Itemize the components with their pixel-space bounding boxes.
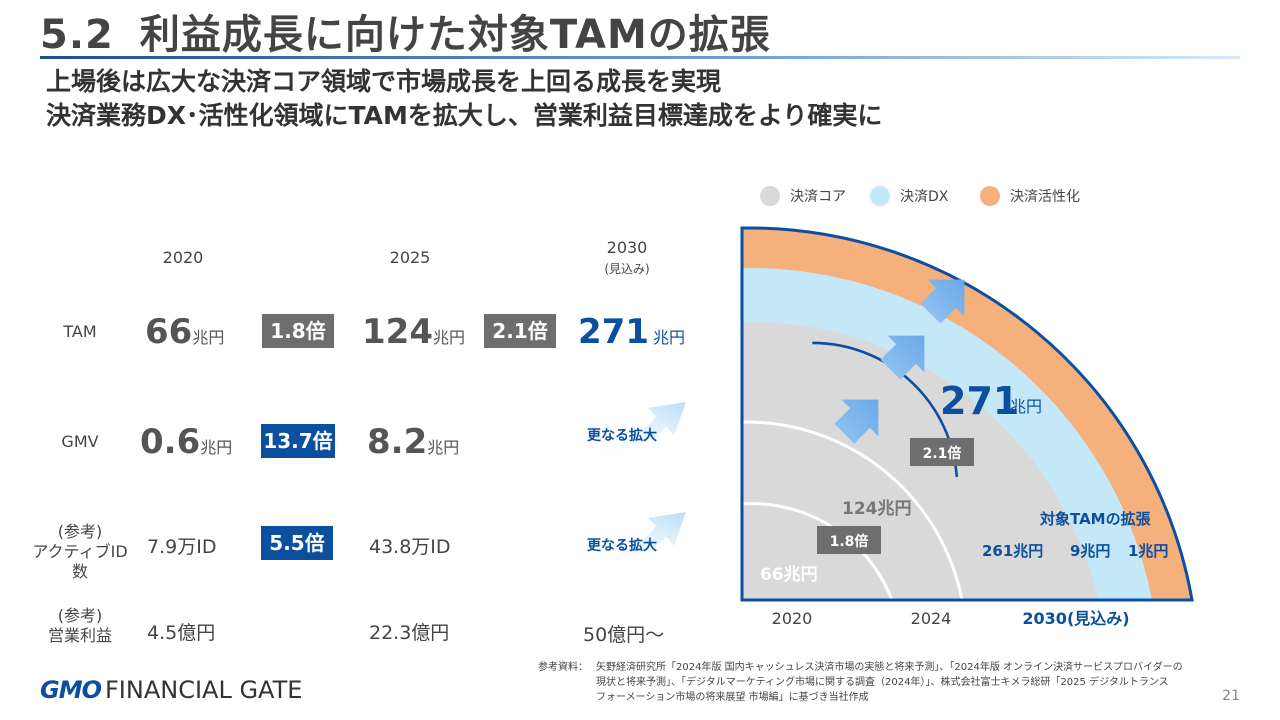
company-logo: GMO FINANCIAL GATE: [40, 676, 303, 704]
legend-dx-swatch: [870, 186, 890, 206]
year-header-2030: 2030: [606, 238, 648, 257]
subtitle-line-2: 決済業務DX･活性化領域にTAMを拡大し、営業利益目標達成をより確実に: [46, 101, 883, 130]
expansion-label: 対象TAMの拡張: [1039, 510, 1152, 528]
subtitle-line-1: 上場後は広大な決済コア領域で市場成長を上回る成長を実現: [46, 67, 722, 96]
active-ids-expansion-arrow: [566, 512, 686, 566]
total-2030-unit: 兆円: [1010, 397, 1042, 416]
reference-line-1: 矢野経済研究所「2024年版 国内キャッシュレス決済市場の実態と将来予測」、「2…: [596, 662, 1183, 673]
title-text: 利益成長に向けた対象TAMの拡張: [139, 12, 771, 58]
breakdown-dx: 9兆円: [1070, 542, 1110, 560]
gmv-multiplier: 13.7倍: [261, 424, 335, 458]
gmv-expansion-arrow: [566, 402, 686, 456]
active-ids-more-expansion: 更なる拡大: [587, 538, 657, 554]
legend-activation: 決済活性化: [980, 186, 1080, 206]
arrow-icon: [834, 399, 879, 444]
gmv-2020-value: 0.6兆円: [140, 422, 233, 462]
active-ids-multiplier: 5.5倍: [261, 526, 333, 560]
outer-frame: [740, 226, 1194, 602]
gmv-more-expansion: 更なる拡大: [587, 428, 657, 444]
multiplier-1-text: 1.8倍: [830, 533, 869, 550]
tam-multiplier-1: 1.8倍: [262, 314, 334, 348]
xaxis-2024: 2024: [911, 609, 952, 628]
profit-2020-value: 4.5億円: [147, 622, 216, 644]
active-ids-2025-value: 43.8万ID: [369, 536, 451, 558]
legend-dx: 決済DX: [870, 186, 948, 206]
xaxis-2020: 2020: [772, 609, 813, 628]
multiplier-2-text: 2.1倍: [923, 445, 962, 462]
active-ids-2020-value: 7.9万ID: [147, 536, 217, 558]
arrow-icon: [880, 335, 925, 380]
legend-activation-swatch: [980, 186, 1000, 206]
year-header-2030-note: (見込み): [604, 262, 650, 276]
page-title: 5.2 利益成長に向けた対象TAMの拡張: [40, 2, 771, 60]
row-label-gmv: GMV: [61, 432, 99, 451]
year-header-2020: 2020: [162, 248, 204, 267]
tam-2025-value: 124兆円: [362, 312, 465, 352]
legend-core-swatch: [760, 186, 780, 206]
label-2024-total: 124兆円: [842, 499, 912, 519]
total-2030-number: 271: [940, 379, 1019, 423]
gmv-2025-value: 8.2兆円: [367, 422, 460, 462]
profit-2025-value: 22.3億円: [369, 622, 450, 644]
multiplier-badge-2: [910, 438, 974, 466]
legend-core: 決済コア: [760, 186, 846, 206]
arrow-icon: [920, 279, 965, 324]
row-label-tam: TAM: [63, 322, 97, 341]
profit-2030-value: 50億円～: [583, 624, 665, 646]
title-underline: [40, 56, 1240, 59]
tam-2020-value: 66兆円: [145, 312, 225, 352]
reference-label: 参考資料：: [538, 662, 588, 673]
reference-line-3: フォーメーション市場の将来展望 市場編」に基づき当社作成: [596, 692, 869, 703]
row-label-active-ids: (参考) アクティブID数: [32, 522, 128, 581]
breakdown-core: 261兆円: [982, 542, 1043, 560]
section-number: 5.2: [40, 12, 114, 58]
tam-multiplier-2: 2.1倍: [484, 314, 556, 348]
breakdown-activation: 1兆円: [1128, 542, 1168, 560]
reference-line-2: 現状と将来予測」、「デジタルマーケティング市場に関する調査（2024年）」、株式…: [596, 677, 1169, 688]
tam-2030-value: 271 兆円: [578, 312, 685, 352]
page-number: 21: [1222, 688, 1240, 704]
tam-expansion-chart: 66兆円 124兆円 1.8倍 2.1倍 271 兆円 対象TAMの拡張 261…: [740, 226, 1194, 628]
year-header-2025: 2025: [389, 248, 431, 267]
label-2020-total: 66兆円: [760, 565, 818, 585]
row-label-operating-profit: (参考) 営業利益: [47, 606, 112, 645]
xaxis-2030: 2030(見込み): [1022, 609, 1129, 628]
multiplier-badge-1: [817, 526, 881, 554]
growth-arrows: [834, 279, 965, 444]
